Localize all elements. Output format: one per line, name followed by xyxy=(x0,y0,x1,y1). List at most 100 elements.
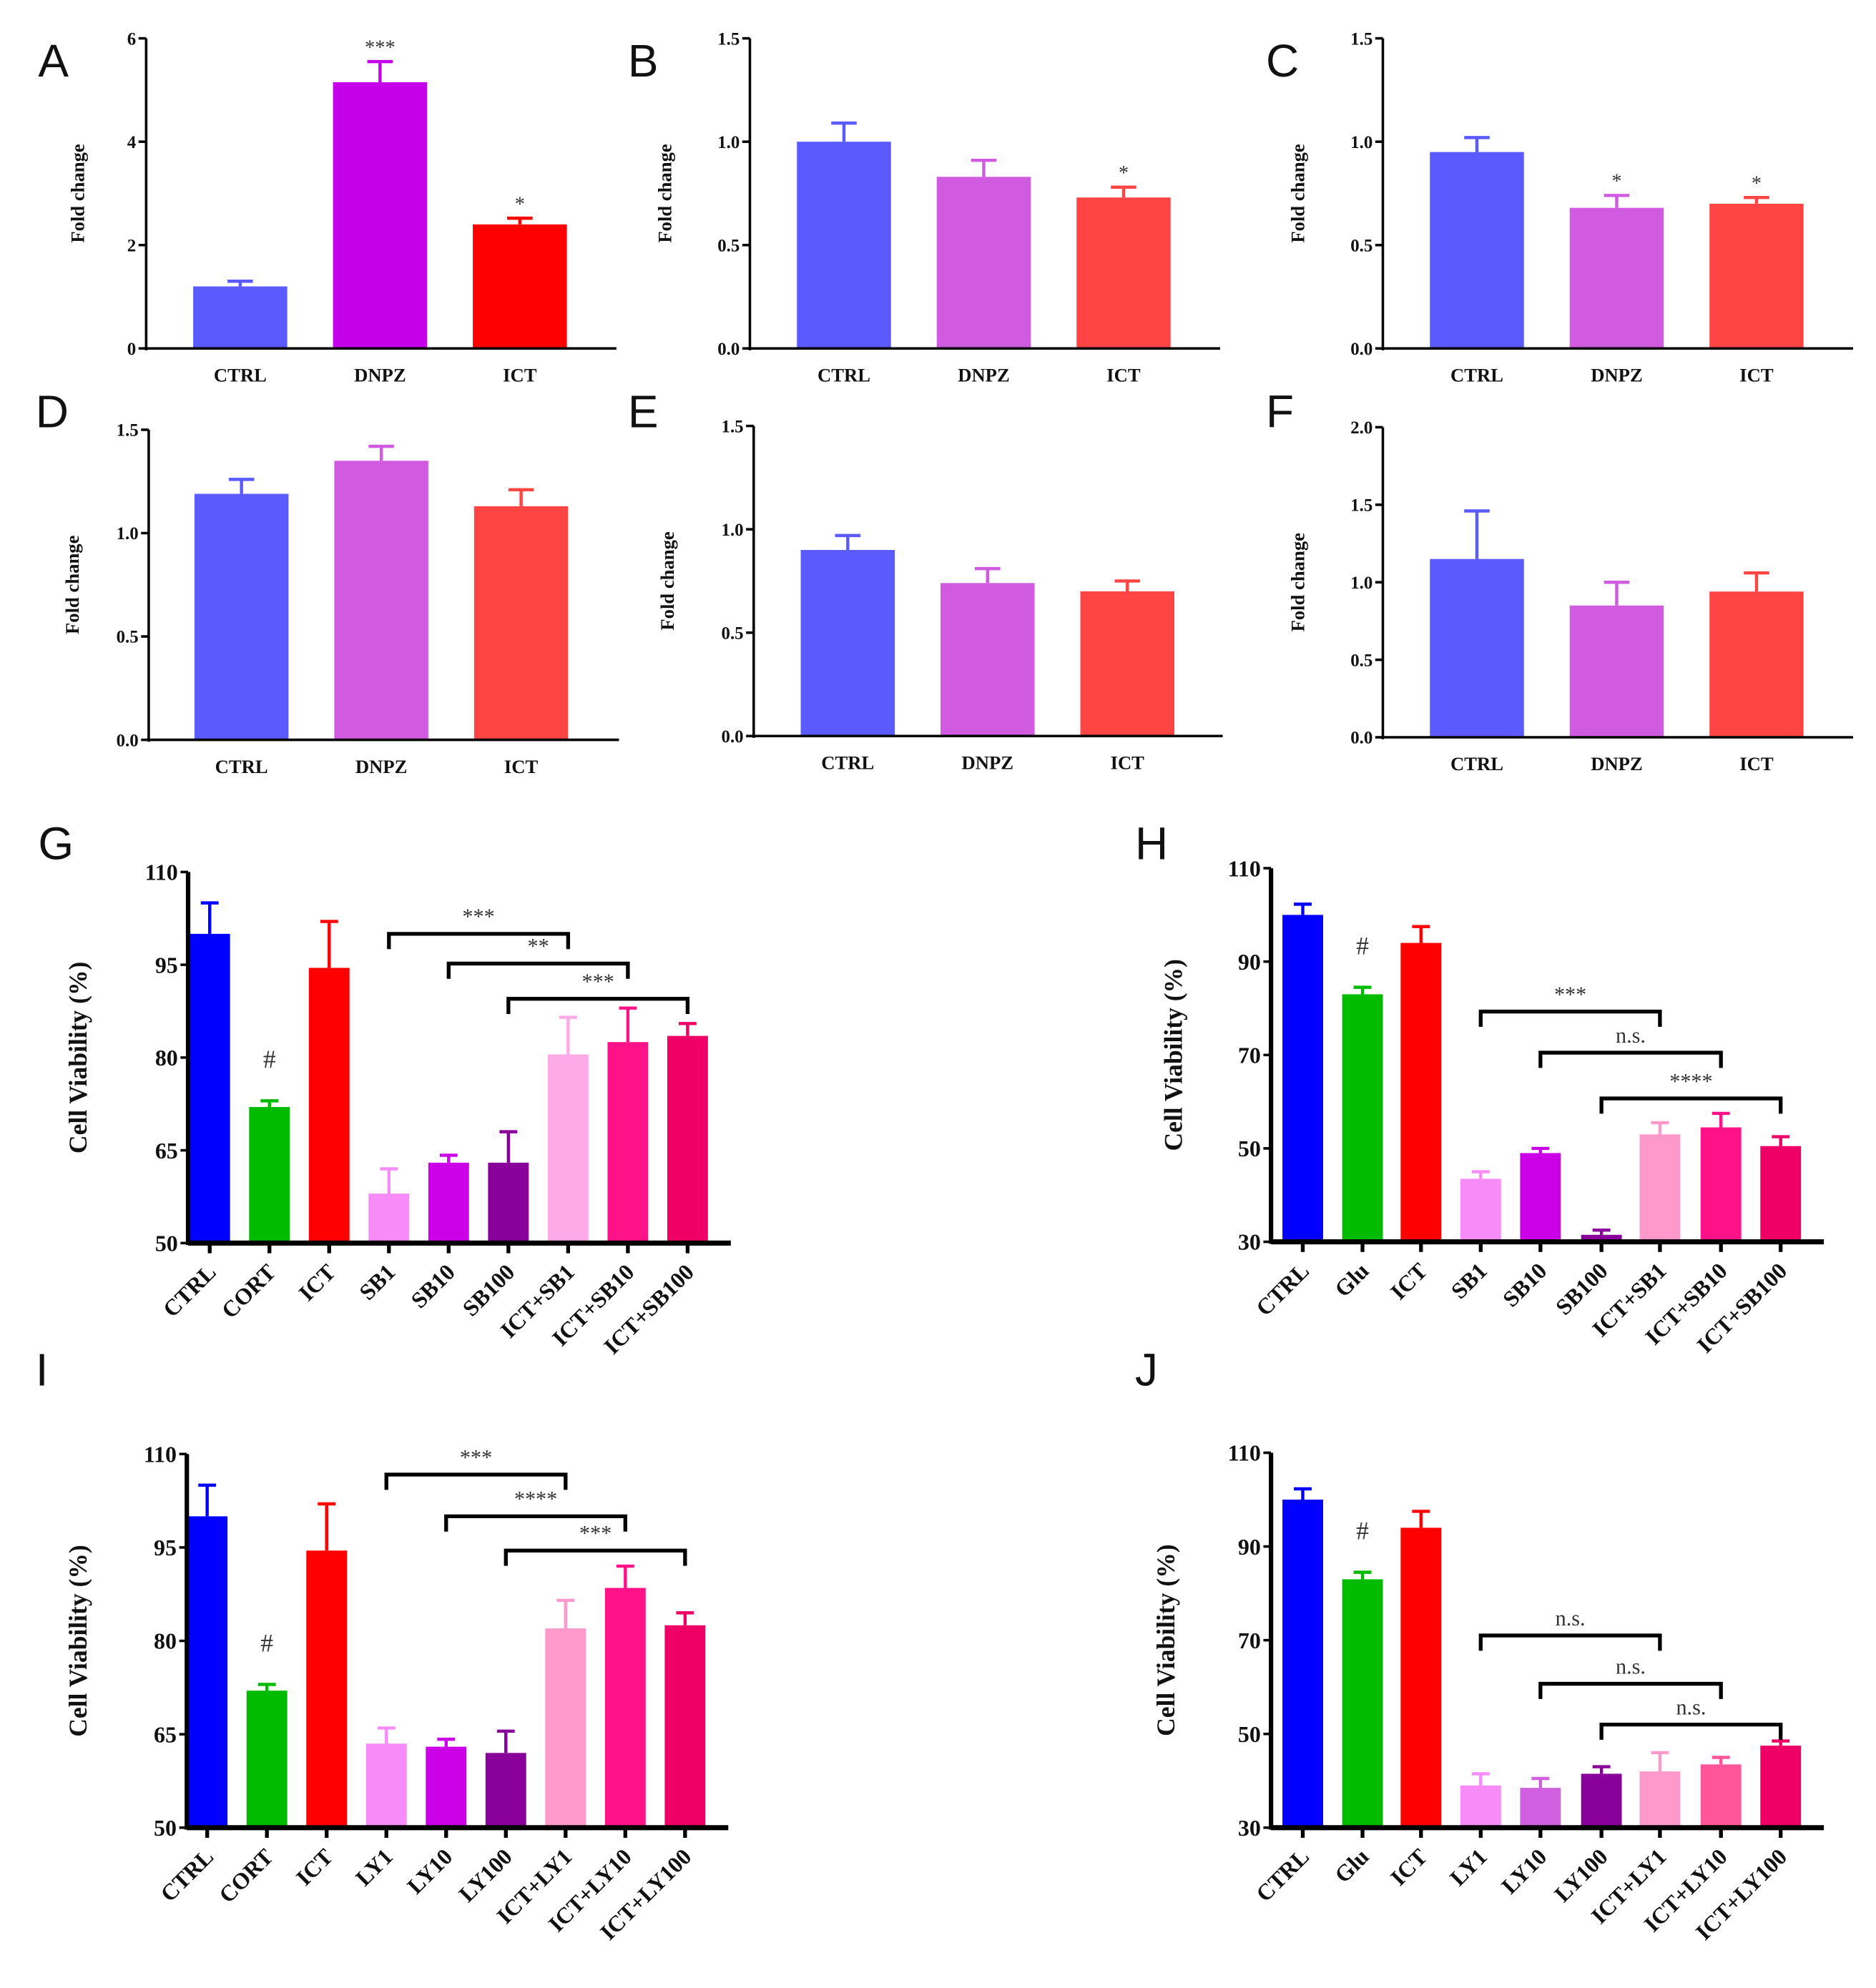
bar-sb1 xyxy=(368,1194,410,1244)
y-tick-label: 0.0 xyxy=(117,731,139,750)
y-tick-label: 1.5 xyxy=(1350,29,1372,49)
panel-f: F Fold change CTRL DNPZ ICT 0.0 0.5 1.0 1.5 2.0 xyxy=(1266,385,1854,774)
bar-ict-ly100 xyxy=(1760,1746,1802,1828)
y-tick-label: 0.5 xyxy=(722,624,744,643)
bar-dnpz xyxy=(1569,605,1664,738)
significance-marker: * xyxy=(515,193,525,215)
panel-letter: D xyxy=(36,385,69,437)
panel-letter: A xyxy=(38,35,69,87)
bracket-label: **** xyxy=(1669,1069,1712,1093)
bar-ly10 xyxy=(1520,1788,1561,1828)
x-tick-label: ICT xyxy=(291,1844,338,1891)
x-tick-label: LY1 xyxy=(1445,1844,1492,1891)
x-tick-label: ICT xyxy=(1385,1258,1432,1304)
bar-ctrl xyxy=(187,1516,228,1828)
bar-ctrl xyxy=(194,493,289,740)
x-tick-label: DNPZ xyxy=(354,364,406,385)
significance-bracket xyxy=(444,1514,627,1532)
panel-letter: G xyxy=(38,818,74,870)
bar-ict-ly10 xyxy=(604,1588,646,1828)
x-tick-label: DNPZ xyxy=(1591,753,1643,774)
significance-bracket xyxy=(504,1548,687,1566)
y-axis-label: Cell Viability (%) xyxy=(1151,1544,1180,1736)
bar-ict xyxy=(473,224,567,349)
y-tick-label: 30 xyxy=(1238,1816,1261,1841)
bar-dnpz xyxy=(333,82,428,349)
bar-ict-ly100 xyxy=(664,1625,706,1828)
y-tick-label: 70 xyxy=(1238,1628,1261,1653)
significance-bracket xyxy=(387,932,571,950)
bar-dnpz xyxy=(936,177,1031,349)
bar-cort xyxy=(246,1691,288,1828)
y-axis-label: Cell Viability (%) xyxy=(1159,959,1188,1151)
bar-ict xyxy=(473,506,569,740)
bar-sb100 xyxy=(1581,1234,1622,1242)
bar-glu xyxy=(1342,994,1383,1242)
significance-bracket xyxy=(384,1472,568,1490)
x-tick-label: CTRL xyxy=(1450,364,1503,385)
x-tick-label: CTRL xyxy=(214,364,267,385)
y-tick-label: 0.5 xyxy=(1350,236,1372,255)
y-tick-label: 70 xyxy=(1238,1043,1261,1068)
bar-cort xyxy=(249,1107,290,1244)
panel-e: E Fold change CTRL DNPZ ICT 0.0 0.5 1.0 1.5 xyxy=(628,385,1223,773)
panel-b: B Fold change CTRL DNPZ * ICT 0.0 0.5 1.0 1.5 xyxy=(628,29,1221,385)
x-tick-label: Glu xyxy=(1330,1844,1373,1888)
bar-ict-ly10 xyxy=(1700,1764,1742,1828)
x-tick-label: SB1 xyxy=(355,1259,401,1305)
significance-bracket xyxy=(506,997,690,1015)
y-tick-label: 0.0 xyxy=(1350,340,1372,359)
bar-ict-sb10 xyxy=(1700,1127,1742,1242)
y-tick-label: 50 xyxy=(1238,1136,1261,1161)
y-tick-label: 90 xyxy=(1238,950,1261,975)
bar-ctrl xyxy=(1430,152,1524,349)
panel-letter: J xyxy=(1135,1344,1158,1395)
y-tick-label: 2 xyxy=(127,236,136,255)
y-tick-label: 110 xyxy=(1228,856,1261,881)
bar-ict xyxy=(1709,203,1804,349)
y-tick-label: 1.5 xyxy=(722,417,744,436)
bar-sb1 xyxy=(1460,1178,1501,1242)
significance-bracket xyxy=(1599,1096,1783,1114)
y-tick-label: 1.5 xyxy=(1350,496,1372,516)
y-tick-label: 1.0 xyxy=(117,524,139,543)
bracket-label: **** xyxy=(514,1487,557,1511)
x-tick-label: ICT xyxy=(504,756,539,777)
bar-ctrl xyxy=(797,142,891,349)
y-axis-label: Cell Viability (%) xyxy=(64,1545,92,1736)
x-tick-label: Glu xyxy=(1330,1258,1373,1301)
bar-dnpz xyxy=(941,583,1035,737)
y-tick-label: 65 xyxy=(155,1138,178,1163)
y-tick-label: 50 xyxy=(1238,1722,1261,1747)
y-tick-label: 90 xyxy=(1238,1535,1261,1560)
x-tick-label: ICT xyxy=(1739,753,1774,774)
bar-sb10 xyxy=(428,1162,469,1244)
y-tick-label: 0.0 xyxy=(722,727,744,747)
y-tick-label: 0 xyxy=(127,340,136,359)
significance-marker: *** xyxy=(365,36,396,59)
y-axis-label: Fold change xyxy=(1287,533,1308,632)
x-tick-label: LY10 xyxy=(1497,1844,1552,1899)
x-tick-label: DNPZ xyxy=(958,364,1010,385)
bar-ly1 xyxy=(365,1743,407,1828)
bar-ict xyxy=(1400,943,1442,1242)
bracket-label: n.s. xyxy=(1556,1606,1586,1630)
y-tick-label: 50 xyxy=(154,1816,177,1841)
y-tick-label: 80 xyxy=(154,1629,177,1654)
bar-ict xyxy=(1076,197,1171,349)
significance-bracket xyxy=(1478,1009,1662,1027)
bar-ict xyxy=(1400,1527,1442,1828)
significance-marker: # xyxy=(1356,931,1369,960)
bracket-label: *** xyxy=(1554,982,1586,1006)
y-tick-label: 0.5 xyxy=(1350,651,1372,670)
bracket-label: n.s. xyxy=(1676,1695,1706,1719)
y-tick-label: 1.0 xyxy=(1350,133,1372,152)
panel-a: A Fold change CTRL *** DNPZ * ICT 0 2 4 6 xyxy=(38,29,617,385)
bar-ict xyxy=(306,1550,348,1828)
bracket-label: ** xyxy=(528,934,549,958)
bar-ict xyxy=(1080,591,1175,737)
x-tick-label: SB10 xyxy=(406,1259,460,1313)
x-tick-label: CTRL xyxy=(1450,753,1503,774)
